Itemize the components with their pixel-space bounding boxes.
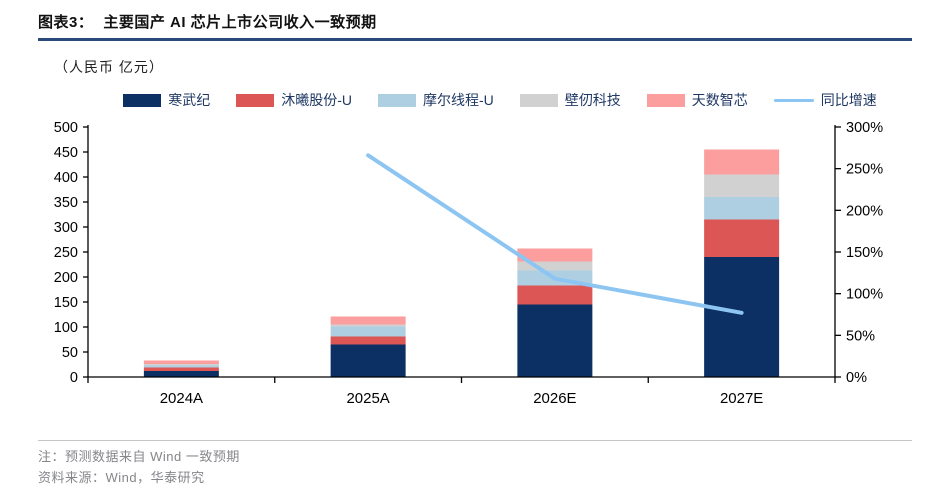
- chart-footer: 注：预测数据来自 Wind 一致预期 资料来源：Wind，华泰研究: [38, 440, 912, 488]
- legend-label: 天数智芯: [691, 92, 748, 108]
- chart-area: 0 50 100 150 200 250 300 350 400 450 500 0% 50% 100% 1…: [0, 115, 930, 427]
- bar-segment: [143, 367, 219, 371]
- legend-label: 沐曦股份-U: [281, 92, 352, 108]
- bar-segment: [704, 174, 780, 197]
- bar-segment: [704, 257, 780, 377]
- bar-segment: [330, 344, 406, 377]
- right-axis-tick-label: 300%: [846, 120, 883, 136]
- page-title: 图表3： 主要国产 AI 芯片上市公司收入一致预期: [38, 11, 912, 32]
- bar-segment: [517, 285, 593, 305]
- legend-item: 同比增速: [773, 90, 877, 110]
- bar-segment: [517, 304, 593, 377]
- left-axis-tick-label: 50: [62, 345, 78, 361]
- bar-segment: [517, 261, 593, 271]
- legend-line-swatch-icon: [773, 98, 814, 102]
- left-axis-tick-label: 450: [54, 145, 78, 161]
- legend-label: 壁仞科技: [564, 92, 621, 108]
- right-axis-tick-label: 100%: [846, 287, 883, 303]
- chart-svg: 0 50 100 150 200 250 300 350 400 450 500 0% 50% 100% 1…: [54, 120, 883, 407]
- left-axis-tick-label: 100: [54, 320, 78, 336]
- legend-swatch-icon: [123, 93, 162, 107]
- left-axis-tick-label: 300: [54, 220, 78, 236]
- title-text: 主要国产 AI 芯片上市公司收入一致预期: [103, 14, 377, 31]
- left-axis-tick-label: 150: [54, 295, 78, 311]
- bar-segment: [330, 316, 406, 325]
- left-axis-tick-label: 0: [70, 370, 78, 386]
- legend-item: 沐曦股份-U: [236, 90, 352, 110]
- bar-segment: [330, 326, 406, 337]
- x-axis-category-label: 2025A: [346, 390, 389, 407]
- footnote: 注：预测数据来自 Wind 一致预期: [38, 449, 240, 464]
- left-axis-tick-label: 400: [54, 170, 78, 186]
- legend-item: 寒武纪: [123, 90, 210, 110]
- bar-segment: [143, 365, 219, 368]
- legend-item: 摩尔线程-U: [378, 90, 494, 110]
- left-axis-tick-label: 250: [54, 245, 78, 261]
- legend-swatch-icon: [378, 93, 416, 107]
- left-axis-tick-label: 350: [54, 195, 78, 211]
- bar-segment: [330, 336, 406, 345]
- growth-line: [366, 153, 744, 315]
- bar-segment: [704, 149, 780, 175]
- legend-label: 同比增速: [820, 92, 877, 108]
- legend-item: 天数智芯: [646, 90, 748, 110]
- bar-segment: [143, 364, 219, 366]
- legend-label: 摩尔线程-U: [423, 92, 494, 108]
- chart-legend: 寒武纪 沐曦股份-U 摩尔线程-U 壁仞科技 天数智芯 同比增速: [100, 91, 900, 109]
- left-axis-tick-label: 500: [54, 120, 78, 136]
- legend-item: 壁仞科技: [519, 90, 621, 110]
- unit-label: （人民币 亿元）: [54, 59, 164, 75]
- legend-label: 寒武纪: [168, 92, 211, 108]
- legend-swatch-icon: [646, 93, 685, 107]
- chart-header: 图表3： 主要国产 AI 芯片上市公司收入一致预期: [38, 0, 912, 41]
- legend-swatch-icon: [236, 93, 275, 107]
- right-axis-tick-label: 250%: [846, 162, 883, 178]
- bar-segment: [143, 360, 219, 364]
- right-axis-tick-label: 150%: [846, 245, 883, 261]
- bar-segment: [143, 371, 219, 377]
- title-prefix: 图表3：: [38, 14, 94, 31]
- left-axis-tick-label: 200: [54, 270, 78, 286]
- right-axis-tick-label: 0%: [846, 370, 867, 386]
- bar-segment: [517, 248, 593, 262]
- legend-swatch-icon: [519, 93, 558, 107]
- bar-segment: [330, 324, 406, 327]
- source-note: 资料来源：Wind，华泰研究: [38, 470, 205, 485]
- x-axis-category-label: 2026E: [533, 390, 576, 407]
- x-axis-category-label: 2024A: [160, 390, 203, 407]
- bar-segment: [704, 197, 780, 220]
- right-axis-tick-label: 200%: [846, 203, 883, 219]
- x-axis-category-label: 2027E: [720, 390, 763, 407]
- right-axis-tick-label: 50%: [846, 328, 875, 344]
- bar-segment: [704, 219, 780, 257]
